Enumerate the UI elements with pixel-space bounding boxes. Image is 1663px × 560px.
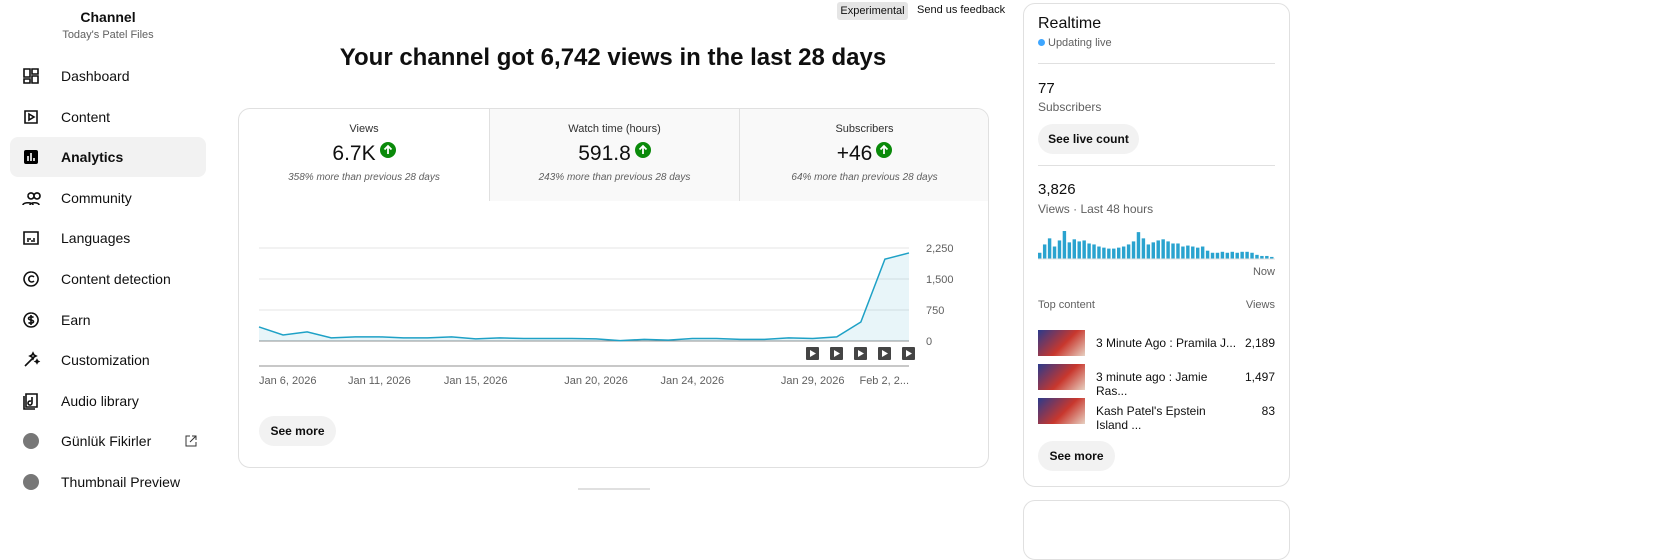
metric-change: 64% more than previous 28 days	[791, 172, 938, 183]
realtime-title: Realtime	[1038, 15, 1102, 32]
subscriber-count: 77	[1038, 80, 1055, 97]
channel-name: Today's Patel Files	[62, 29, 154, 41]
nav-item[interactable]: Thumbnail Preview	[10, 462, 206, 502]
nav-item[interactable]: Earn	[10, 300, 206, 340]
see-more-button[interactable]: See more	[259, 416, 336, 446]
top-content-row[interactable]: Kash Patel's Epstein Island ... 83	[1038, 398, 1275, 432]
realtime-see-more[interactable]: See more	[1038, 441, 1115, 471]
views-label: Views · Last 48 hours	[1038, 202, 1154, 216]
video-thumbnail	[1038, 330, 1085, 356]
nav-item[interactable]: Customization	[10, 340, 206, 380]
separator	[1038, 165, 1275, 166]
nav-icon	[24, 351, 41, 367]
experimental-badge: Experimental	[837, 2, 908, 20]
metric-value: 6.7K	[239, 142, 489, 166]
nav-label: Dashboard	[61, 68, 130, 84]
views-count: 3,826	[1038, 181, 1076, 198]
nav-item[interactable]: Languages	[10, 218, 206, 258]
video-thumbnail	[1038, 398, 1085, 424]
trend-up-icon	[634, 142, 651, 158]
realtime-card	[1023, 3, 1290, 487]
metric-change: 243% more than previous 28 days	[538, 172, 691, 183]
nav-label: Community	[61, 189, 132, 206]
channel-title: Channel	[80, 9, 136, 25]
metric-number: 591.8	[578, 142, 631, 165]
scroll-indicator	[578, 488, 650, 490]
nav-item[interactable]: Dashboard	[10, 56, 206, 96]
video-title: 3 minute ago : Jamie Ras...	[1096, 370, 1208, 398]
nav-label: Content detection	[61, 271, 171, 287]
live-dot	[1038, 39, 1045, 46]
metric-tab[interactable]: Watch time (hours) 591.8 243% more than pr…	[489, 109, 739, 201]
top-content-row[interactable]: 3 Minute Ago : Pramila J... 2,189	[1038, 330, 1275, 356]
headline: Your channel got 6,742 views in the last…	[339, 44, 887, 71]
live-count-button[interactable]: See live count	[1038, 124, 1139, 154]
video-title: Kash Patel's Epstein Island ...	[1096, 404, 1206, 432]
nav-icon	[23, 433, 39, 450]
nav-label: Languages	[61, 230, 131, 247]
separator	[1038, 63, 1275, 64]
analytics-card: Views 6.7K 358% more than previous 28 days…	[238, 108, 989, 468]
metric-tab[interactable]: Subscribers +46 64% more than previous 28 …	[739, 109, 988, 201]
metric-value: +46	[740, 142, 988, 166]
nav-icon	[23, 311, 39, 328]
trend-up-icon	[876, 142, 893, 158]
now-label: Now	[1252, 266, 1275, 278]
nav-icon	[23, 474, 39, 490]
nav-icon	[23, 271, 39, 287]
page: Channel Today's Patel Files Dashboard Con…	[10, 2, 1290, 560]
nav-label: Thumbnail Preview	[61, 474, 181, 490]
nav-label: Content	[61, 108, 111, 125]
metric-label: Watch time (hours)	[568, 123, 661, 135]
metric-label: Views	[349, 123, 379, 135]
video-views: 83	[1261, 404, 1275, 418]
subscriber-label: Subscribers	[1038, 100, 1102, 114]
metric-number: +46	[836, 142, 873, 165]
nav-icon	[23, 68, 39, 84]
top-content-label: Top content	[1038, 299, 1095, 311]
nav-icon	[24, 150, 38, 165]
nav-label: Analytics	[61, 149, 124, 166]
feedback-link[interactable]: Send us feedback	[917, 4, 1006, 16]
metric-number: 6.7K	[332, 142, 376, 165]
nav-item[interactable]: Analytics	[10, 137, 206, 178]
external-link-icon	[185, 435, 197, 447]
video-thumbnail	[1038, 364, 1085, 390]
nav-label: Customization	[61, 352, 150, 369]
nav-icon	[24, 109, 38, 124]
metric-change: 358% more than previous 28 days	[288, 172, 440, 183]
nav-item[interactable]: Audio library	[10, 381, 206, 421]
metric-value: 591.8	[490, 142, 739, 166]
next-card	[1023, 500, 1290, 560]
metric-tab[interactable]: Views 6.7K 358% more than previous 28 days	[239, 109, 489, 201]
nav-label: Audio library	[61, 392, 139, 409]
nav-item[interactable]: Content detection	[10, 259, 206, 299]
trend-up-icon	[379, 142, 396, 158]
metric-label: Subscribers	[835, 123, 894, 135]
video-views: 1,497	[1244, 370, 1275, 384]
nav-icon	[22, 191, 41, 206]
views-header: Views	[1245, 299, 1275, 311]
live-status: Updating live	[1048, 37, 1112, 49]
video-views: 2,189	[1244, 336, 1275, 350]
nav-item[interactable]: Content	[10, 97, 206, 137]
nav-item[interactable]: Community	[10, 178, 206, 218]
nav-label: Günlük Fikirler	[61, 433, 152, 450]
nav-icon	[23, 392, 38, 410]
nav-label: Earn	[61, 311, 91, 328]
nav-item[interactable]: Günlük Fikirler	[10, 421, 206, 461]
top-content-row[interactable]: 3 minute ago : Jamie Ras... 1,497	[1038, 364, 1275, 398]
nav-icon	[23, 231, 39, 246]
video-title: 3 Minute Ago : Pramila J...	[1096, 336, 1237, 350]
